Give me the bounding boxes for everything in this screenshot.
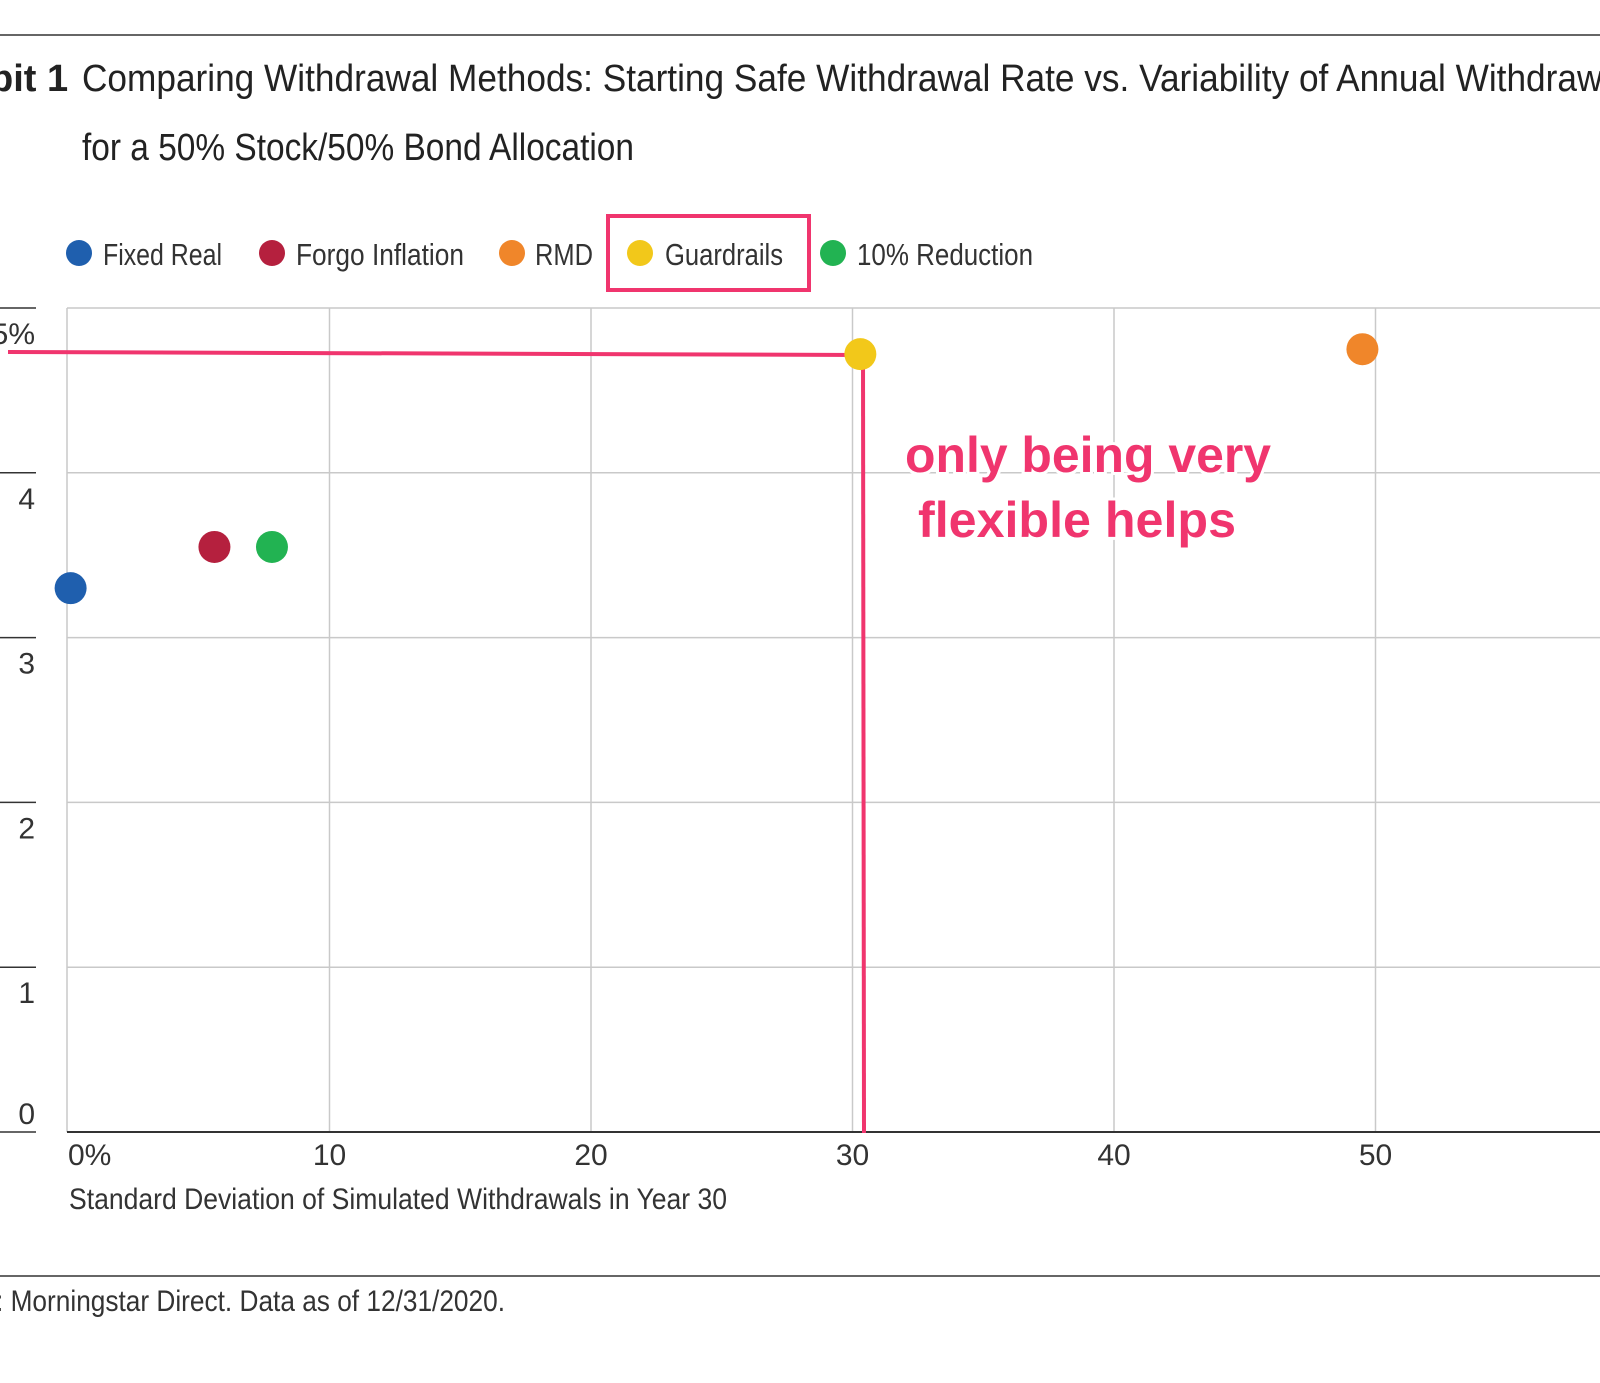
annotation: only being very flexible helps xyxy=(902,424,1274,551)
chart-title-line1: Comparing Withdrawal Methods: Starting S… xyxy=(82,58,1600,100)
data-point-guardrails xyxy=(844,338,877,371)
legend-item-10-reduction: 10% Reduction xyxy=(820,237,1033,272)
y-tick-label: 0 xyxy=(18,1098,35,1131)
legend-label-guardrails: Guardrails xyxy=(665,237,783,272)
x-tick-label: 0% xyxy=(68,1139,111,1172)
data-point-forgo-inflation xyxy=(198,530,231,563)
annotation-vertical-line xyxy=(861,354,866,1134)
chart-title-line2: for a 50% Stock/50% Bond Allocation xyxy=(82,127,634,169)
legend-item-fixed-real: Fixed Real xyxy=(66,237,222,272)
legend-swatch-10-reduction xyxy=(820,240,846,266)
x-tick-label: 50 xyxy=(1359,1139,1392,1172)
x-tick-label: 20 xyxy=(574,1139,607,1172)
x-axis-label: Standard Deviation of Simulated Withdraw… xyxy=(69,1183,727,1216)
y-tick-label: 4 xyxy=(18,483,35,516)
y-tick-label: 5% xyxy=(0,318,35,351)
annotation-guides xyxy=(7,350,866,1134)
legend-swatch-forgo-inflation xyxy=(259,240,285,266)
source-note: : Morningstar Direct. Data as of 12/31/2… xyxy=(0,1285,505,1318)
legend-item-forgo-inflation: Forgo Inflation xyxy=(259,237,464,272)
legend-label-10-reduction: 10% Reduction xyxy=(857,237,1033,272)
annotation-text-line1: only being very xyxy=(905,427,1271,483)
exhibit-label: bit 1 xyxy=(0,58,68,100)
axes: 0 1 2 3 4 5% 0% 10 20 30 40 50 xyxy=(0,307,1600,1172)
y-tick-label: 1 xyxy=(18,977,35,1010)
x-tick-label: 30 xyxy=(836,1139,869,1172)
legend-item-guardrails: Guardrails xyxy=(627,237,783,272)
grid xyxy=(66,307,1600,1132)
data-points xyxy=(54,333,1379,605)
legend-item-rmd: RMD xyxy=(499,237,593,272)
annotation-horizontal-line xyxy=(7,350,863,357)
legend-label-fixed-real: Fixed Real xyxy=(103,237,222,272)
legend-swatch-guardrails xyxy=(627,240,653,266)
x-tick-label: 40 xyxy=(1097,1139,1130,1172)
y-tick-label: 2 xyxy=(18,812,35,845)
data-point-fixed-real xyxy=(54,572,87,605)
legend-swatch-fixed-real xyxy=(66,240,92,266)
data-point-10-reduction xyxy=(255,530,288,563)
data-point-rmd xyxy=(1346,333,1379,366)
legend-label-forgo-inflation: Forgo Inflation xyxy=(296,237,464,272)
annotation-text-line2: flexible helps xyxy=(918,492,1236,548)
legend: Fixed Real Forgo Inflation RMD Guardrail… xyxy=(66,214,1033,292)
legend-label-rmd: RMD xyxy=(535,237,593,272)
legend-highlight-box xyxy=(606,214,811,292)
x-tick-label: 10 xyxy=(313,1139,346,1172)
y-tick-label: 3 xyxy=(18,648,35,681)
legend-swatch-rmd xyxy=(499,240,525,266)
